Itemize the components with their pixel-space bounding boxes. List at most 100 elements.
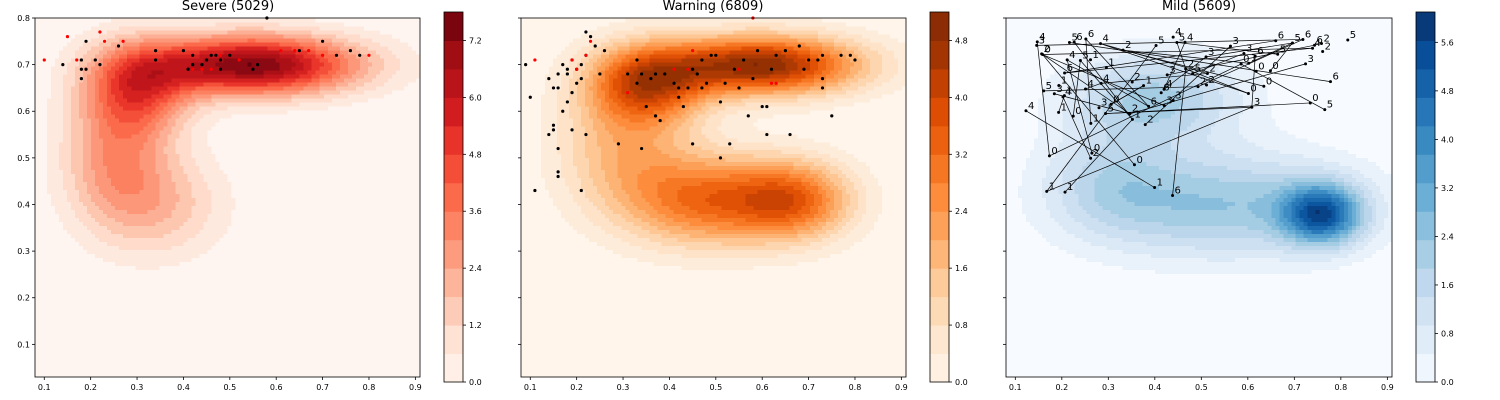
contour-cell [159, 170, 164, 175]
contour-cell [95, 337, 100, 342]
contour-cell [43, 273, 48, 278]
contour-cell [388, 353, 393, 358]
contour-cell [240, 198, 245, 203]
contour-cell [300, 337, 305, 342]
contour-cell [272, 241, 277, 246]
contour-cell [280, 369, 285, 374]
contour-cell [336, 249, 341, 254]
contour-cell [412, 329, 417, 334]
contour-cell [312, 341, 317, 346]
contour-cell [187, 293, 192, 298]
contour-cell [240, 277, 245, 282]
contour-cell [151, 285, 156, 290]
contour-cell [412, 241, 417, 246]
contour-cell [244, 317, 249, 322]
contour-cell [187, 361, 192, 366]
contour-cell [207, 221, 212, 226]
contour-cell [147, 313, 152, 318]
contour-cell [324, 313, 329, 318]
contour-cell [368, 217, 373, 222]
contour-cell [67, 297, 72, 302]
contour-cell [35, 273, 40, 278]
contour-cell [328, 305, 333, 310]
contour-cell [135, 217, 140, 222]
contour-cell [155, 225, 160, 230]
contour-cell [179, 225, 184, 230]
contour-cell [147, 277, 152, 282]
contour-cell [91, 277, 96, 282]
contour-cell [256, 357, 261, 362]
contour-cell [95, 349, 100, 354]
contour-cell [103, 341, 108, 346]
contour-cell [59, 269, 64, 274]
contour-cell [316, 345, 321, 350]
contour-cell [356, 345, 361, 350]
contour-cell [348, 237, 353, 242]
contour-cell [320, 285, 325, 290]
contour-cell [392, 225, 397, 230]
contour-cell [35, 233, 40, 238]
contour-cell [155, 285, 160, 290]
contour-cell [368, 337, 373, 342]
contour-cell [91, 361, 96, 366]
contour-cell [356, 333, 361, 338]
contour-cell [203, 369, 208, 374]
contour-cell [59, 233, 64, 238]
contour-cell [412, 201, 417, 206]
contour-cell [316, 301, 321, 306]
contour-cell [127, 233, 132, 238]
contour-cell [284, 249, 289, 254]
contour-cell [75, 309, 80, 314]
contour-cell [167, 289, 172, 294]
contour-cell [304, 357, 309, 362]
contour-cell [67, 201, 72, 206]
contour-cell [372, 253, 377, 258]
contour-cell [264, 361, 269, 366]
contour-cell [147, 361, 152, 366]
contour-cell [252, 365, 257, 370]
contour-cell [163, 277, 168, 282]
contour-cell [119, 225, 124, 230]
contour-cell [376, 217, 381, 222]
contour-cell [75, 349, 80, 354]
contour-cell [103, 289, 108, 294]
contour-cell [280, 174, 285, 179]
contour-cell [240, 329, 245, 334]
contour-cell [264, 257, 269, 262]
contour-cell [228, 365, 233, 370]
contour-cell [203, 237, 208, 242]
contour-cell [159, 237, 164, 242]
contour-cell [55, 261, 60, 266]
contour-cell [87, 217, 92, 222]
contour-cell [372, 190, 377, 195]
contour-cell [59, 213, 64, 218]
contour-cell [264, 333, 269, 338]
contour-cell [111, 289, 116, 294]
contour-cell [195, 257, 200, 262]
contour-cell [115, 198, 120, 203]
contour-cell [95, 329, 100, 334]
contour-cell [115, 309, 120, 314]
contour-cell [55, 233, 60, 238]
contour-cell [288, 174, 293, 179]
contour-cell [352, 277, 357, 282]
contour-cell [384, 221, 389, 226]
contour-cell [252, 182, 257, 187]
contour-cell [171, 329, 176, 334]
contour-cell [388, 305, 393, 310]
contour-cell [99, 365, 104, 370]
contour-cell [139, 357, 144, 362]
contour-cell [252, 277, 257, 282]
contour-cell [35, 293, 40, 298]
contour-cell [236, 201, 241, 206]
contour-cell [380, 369, 385, 374]
contour-cell [143, 309, 148, 314]
contour-cell [159, 241, 164, 246]
contour-cell [388, 345, 393, 350]
contour-cell [135, 349, 140, 354]
contour-cell [300, 309, 305, 314]
contour-cell [236, 329, 241, 334]
contour-cell [55, 297, 60, 302]
contour-cell [256, 277, 261, 282]
contour-cell [368, 170, 373, 175]
